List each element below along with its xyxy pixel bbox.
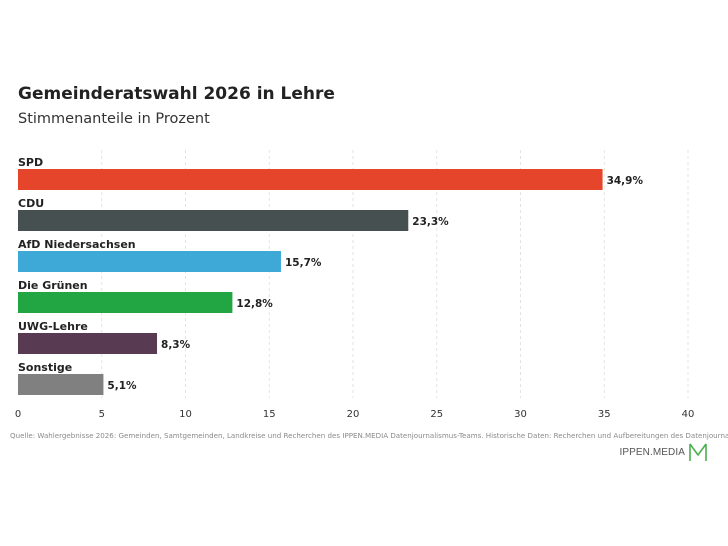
chart-subtitle: Stimmenanteile in Prozent [18,111,210,127]
bar [18,251,281,272]
value-label: 23,3% [412,216,449,228]
category-label: CDU [18,197,44,210]
bar [18,374,104,395]
x-tick-label: 40 [682,409,695,420]
x-tick-label: 20 [347,409,360,420]
value-label: 5,1% [107,380,137,392]
x-tick-label: 25 [430,409,443,420]
value-label: 12,8% [236,298,273,310]
x-tick-label: 30 [514,409,527,420]
x-tick-label: 5 [99,409,105,420]
source-note: Quelle: Wahlergebnisse 2026: Gemeinden, … [10,431,728,440]
bar [18,292,233,313]
category-label: AfD Niedersachsen [18,238,136,251]
brand-name: IPPEN.MEDIA [619,446,685,458]
ippen-media-m-logo-icon [689,443,707,461]
x-tick-label: 15 [263,409,276,420]
value-label: 8,3% [161,339,191,351]
bar [18,169,603,190]
value-label: 15,7% [285,257,322,269]
bar [18,333,158,354]
category-label: UWG-Lehre [18,320,88,333]
bar [18,210,409,231]
x-tick-label: 0 [15,409,21,420]
category-label: SPD [18,156,43,169]
chart-title: Gemeinderatswahl 2026 in Lehre [18,84,335,104]
x-tick-label: 10 [179,409,192,420]
x-tick-label: 35 [598,409,611,420]
brand: IPPEN.MEDIA [619,442,707,462]
category-label: Sonstige [18,361,72,374]
value-label: 34,9% [607,175,644,187]
bar-chart: 0 5 10 15 20 25 30 35 40 SPD 34,9% CDU 23,3% AfD Nied… [15,150,695,420]
category-label: Die Grünen [18,279,88,292]
